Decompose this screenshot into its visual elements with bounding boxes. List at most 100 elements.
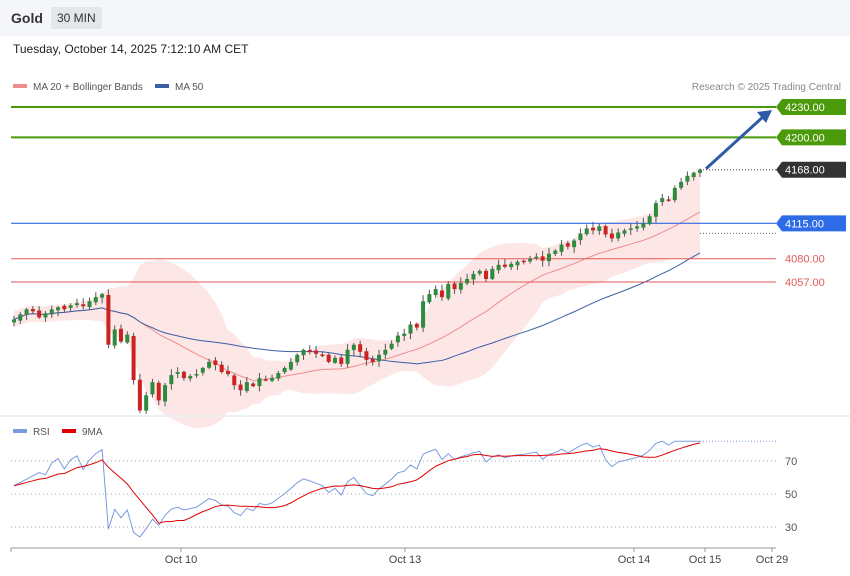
candle (647, 214, 652, 226)
candle (427, 289, 432, 305)
symbol-title: Gold (11, 10, 43, 26)
x-tick-label: Oct 13 (389, 554, 421, 566)
level-label: 4200.00 (785, 132, 825, 144)
rsi-ma-line (13, 442, 701, 524)
candle (465, 273, 470, 286)
candle (56, 306, 61, 317)
candle (137, 373, 142, 414)
candle (125, 331, 130, 344)
candle (150, 378, 155, 398)
ma50-line (13, 252, 701, 365)
candle (288, 357, 293, 371)
candle (609, 228, 614, 243)
candle (81, 298, 86, 310)
arrow-shaft (704, 114, 766, 170)
candle (496, 260, 501, 274)
candle (18, 312, 23, 324)
candle (421, 295, 426, 332)
candle (263, 375, 268, 382)
x-tick-label: Oct 29 (756, 554, 788, 566)
candle (414, 322, 419, 331)
timeframe-button[interactable]: 30 MIN (51, 7, 102, 29)
candle (238, 380, 243, 396)
candle (521, 259, 526, 265)
candle (30, 305, 35, 314)
candle (219, 361, 224, 374)
candle (364, 347, 369, 366)
candle (257, 372, 262, 392)
candle (188, 373, 193, 382)
rsi-pane: 70 50 30 (11, 440, 797, 538)
level-label: 4057.00 (785, 277, 825, 289)
x-tick-label: Oct 15 (689, 554, 721, 566)
candle (320, 351, 325, 358)
bollinger-band (14, 166, 700, 429)
ma20-legend-label: MA 20 + Bollinger Bands (33, 82, 143, 93)
rsi-tick-label: 70 (785, 456, 797, 468)
candle (502, 259, 507, 269)
rsi-ma-legend-swatch (62, 429, 76, 433)
candle (326, 353, 331, 364)
candle (118, 324, 123, 344)
candle (181, 370, 186, 381)
candle (660, 193, 665, 206)
candles (12, 168, 702, 414)
rsi-legend-swatch (13, 429, 27, 433)
candle (540, 250, 545, 267)
candle (584, 224, 589, 236)
level-tag (776, 129, 846, 146)
level-tag (776, 215, 846, 232)
candle (666, 196, 671, 202)
candle (282, 366, 287, 375)
candle (62, 304, 67, 313)
candle (351, 343, 356, 356)
arrow-head (757, 110, 772, 123)
candle (12, 315, 16, 327)
candle (74, 298, 79, 308)
candle (534, 253, 539, 261)
candle (383, 343, 388, 359)
candle (685, 171, 690, 186)
candle (251, 382, 256, 388)
candle (106, 289, 111, 349)
candle (200, 366, 205, 376)
candle (339, 354, 344, 367)
x-axis-ticks: Oct 10 Oct 13 Oct 14 Oct 15 Oct 29 (10, 548, 788, 566)
candle (131, 332, 136, 385)
candle (93, 292, 98, 306)
candle (490, 266, 495, 281)
candle (213, 357, 218, 371)
candle (345, 344, 350, 368)
candle (446, 281, 451, 301)
level-label: 4080.00 (785, 254, 825, 266)
candle (591, 221, 596, 235)
candle (307, 345, 312, 355)
price-levels (11, 106, 776, 283)
candle (112, 325, 117, 349)
candle (408, 321, 413, 340)
candle (244, 376, 249, 393)
candle (622, 228, 627, 237)
candle (68, 303, 73, 312)
candle (270, 374, 275, 383)
candle (477, 269, 482, 276)
candle (458, 277, 463, 294)
x-tick-label: Oct 14 (618, 554, 650, 566)
candle (559, 239, 564, 256)
candle (207, 358, 212, 370)
candle (156, 380, 161, 406)
candle (389, 340, 394, 351)
candle (433, 285, 438, 298)
candle (144, 391, 149, 414)
candle (395, 331, 400, 347)
x-tick-label: Oct 10 (165, 554, 197, 566)
candle (515, 260, 520, 270)
timestamp: Tuesday, October 14, 2025 7:12:10 AM CET (13, 42, 249, 56)
candle (691, 171, 696, 181)
candle (565, 240, 570, 250)
candle (635, 220, 640, 232)
candle (672, 185, 677, 203)
level-tag (776, 99, 846, 115)
candle (276, 370, 281, 382)
